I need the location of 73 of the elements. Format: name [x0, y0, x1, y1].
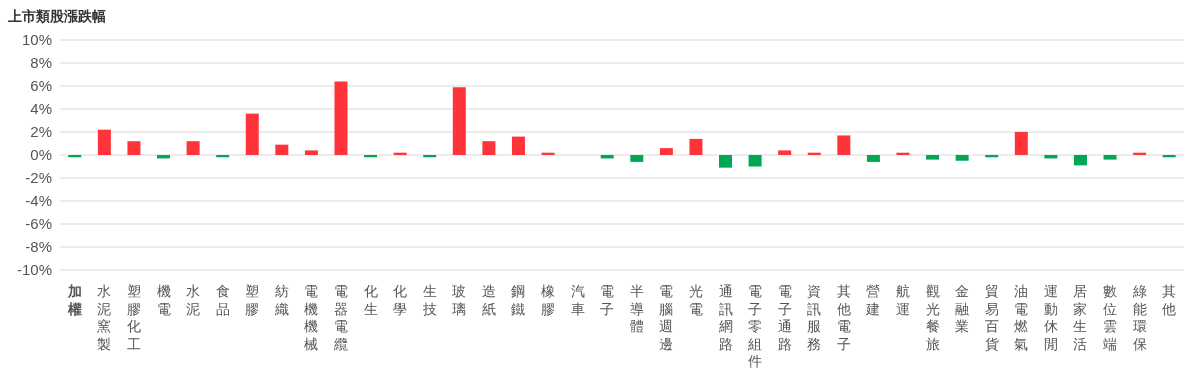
x-tick-label: 其他 — [1162, 283, 1177, 317]
x-tick-label: 其他電子 — [836, 283, 851, 352]
y-tick-label: 2% — [30, 123, 52, 141]
bar — [186, 141, 200, 155]
x-tick-label: 數位雲端 — [1103, 283, 1118, 352]
x-tick-label: 電機機械 — [304, 283, 319, 352]
y-tick-label: 8% — [30, 54, 52, 72]
x-tick-label: 鋼鐵 — [511, 283, 526, 317]
x-tick-label: 水泥窯製 — [97, 283, 112, 352]
y-tick-label: 10% — [21, 31, 52, 49]
x-tick-label: 化生 — [363, 283, 378, 317]
x-tick-label: 居家生活 — [1073, 283, 1088, 352]
y-tick-label: -4% — [25, 192, 52, 210]
x-tick-label: 貿易百貨 — [984, 283, 999, 352]
x-tick-label: 光電 — [688, 283, 703, 317]
x-tick-label: 紡織 — [273, 283, 289, 317]
x-tick-label: 綠能環保 — [1131, 283, 1147, 352]
bar — [748, 155, 762, 167]
y-tick-label: 6% — [30, 77, 52, 95]
bar — [511, 136, 525, 155]
bar — [1103, 155, 1117, 160]
bar — [1073, 155, 1087, 166]
x-tick-label: 汽車 — [570, 283, 585, 317]
bar — [630, 155, 644, 162]
bar — [304, 150, 318, 155]
chart-title: 上市類股漲跌幅 — [8, 8, 107, 26]
x-tick-label: 電腦週邊 — [659, 283, 674, 352]
x-tick-label: 玻璃 — [452, 283, 467, 317]
bar — [127, 141, 141, 155]
x-tick-label: 運動休閒 — [1043, 283, 1058, 352]
x-tick-label: 半導體 — [629, 283, 644, 334]
x-tick-label: 電子通路 — [777, 283, 792, 352]
bar — [245, 113, 259, 155]
x-tick-label: 加權 — [66, 283, 82, 317]
x-tick-label: 化學 — [393, 283, 408, 317]
bar — [719, 155, 733, 168]
bar — [689, 138, 703, 155]
bar — [334, 81, 348, 155]
bar — [97, 129, 111, 155]
x-tick-label: 造紙 — [481, 283, 496, 317]
bar — [1014, 132, 1028, 155]
x-tick-label: 航運 — [896, 283, 910, 317]
x-tick-label: 觀光餐旅 — [925, 283, 940, 352]
x-tick-label: 機電 — [156, 283, 171, 317]
bar — [955, 155, 969, 161]
x-tick-label: 電子零組件 — [747, 283, 763, 369]
bar — [866, 155, 880, 162]
x-tick-label: 電器電纜 — [333, 283, 348, 352]
x-tick-label: 營建 — [865, 283, 881, 317]
bar — [837, 135, 851, 155]
y-tick-label: -10% — [16, 261, 52, 279]
x-tick-label: 橡膠 — [541, 283, 556, 317]
x-tick-label: 電子 — [600, 283, 615, 317]
bar — [482, 141, 496, 155]
y-tick-label: 4% — [30, 100, 52, 118]
x-tick-label: 通訊網路 — [717, 283, 733, 352]
x-tick-label: 水泥 — [186, 283, 201, 317]
x-tick-label: 生技 — [421, 283, 437, 317]
x-tick-label: 資訊服務 — [807, 283, 822, 352]
x-tick-label: 金融業 — [955, 283, 970, 334]
y-tick-label: -6% — [25, 215, 52, 233]
x-tick-label: 塑膠 — [245, 283, 260, 317]
y-tick-label: -2% — [25, 169, 52, 187]
bar — [926, 155, 940, 160]
y-tick-label: 0% — [30, 146, 52, 164]
x-tick-label: 食品 — [215, 283, 230, 317]
bar — [659, 148, 673, 155]
bar — [778, 150, 792, 155]
x-tick-label: 油電燃氣 — [1014, 283, 1029, 352]
bar — [452, 87, 466, 155]
x-tick-label: 塑膠化工 — [126, 283, 141, 352]
y-tick-label: -8% — [25, 238, 52, 256]
bar — [275, 144, 289, 155]
